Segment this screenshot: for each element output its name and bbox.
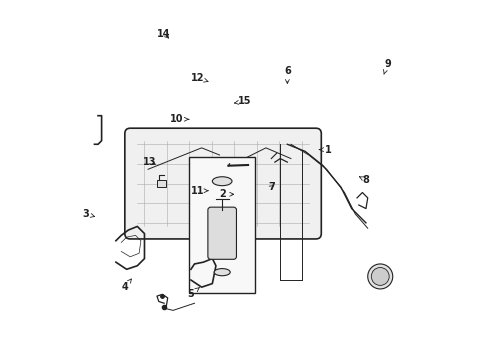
- Text: 3: 3: [82, 209, 95, 219]
- Text: 11: 11: [191, 186, 207, 196]
- Text: 5: 5: [187, 288, 199, 299]
- Text: 7: 7: [267, 182, 274, 192]
- Bar: [157, 180, 165, 187]
- Text: 9: 9: [383, 59, 390, 75]
- Circle shape: [370, 267, 388, 285]
- Bar: [189, 157, 255, 293]
- Circle shape: [367, 264, 392, 289]
- Text: 1: 1: [319, 145, 331, 155]
- Text: 10: 10: [169, 114, 188, 124]
- Text: 2: 2: [219, 189, 233, 199]
- Text: 4: 4: [121, 279, 131, 292]
- FancyBboxPatch shape: [207, 207, 236, 259]
- Text: 15: 15: [234, 96, 251, 107]
- Ellipse shape: [212, 177, 231, 186]
- Text: 14: 14: [157, 28, 170, 39]
- Text: 6: 6: [284, 66, 290, 84]
- Text: 12: 12: [191, 73, 207, 83]
- Ellipse shape: [214, 269, 230, 276]
- Text: 8: 8: [359, 175, 368, 185]
- Text: 13: 13: [143, 157, 156, 167]
- FancyBboxPatch shape: [124, 128, 321, 239]
